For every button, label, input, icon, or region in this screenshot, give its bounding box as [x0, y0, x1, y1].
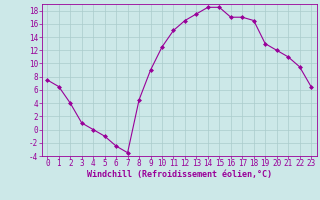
X-axis label: Windchill (Refroidissement éolien,°C): Windchill (Refroidissement éolien,°C) [87, 170, 272, 179]
